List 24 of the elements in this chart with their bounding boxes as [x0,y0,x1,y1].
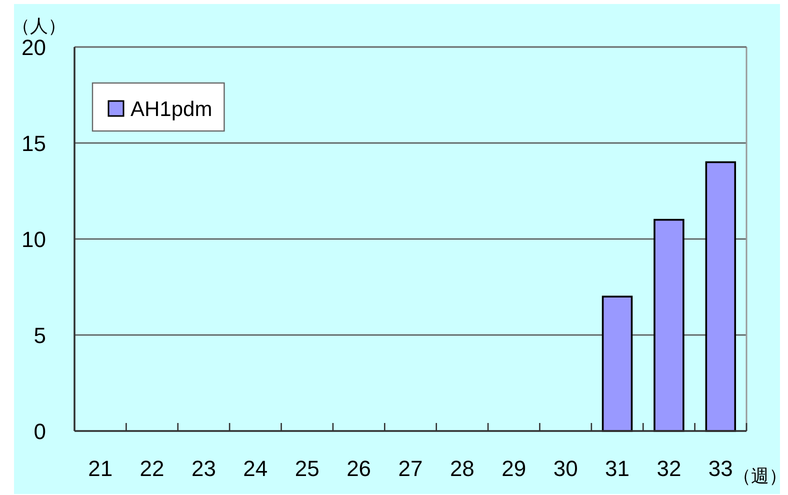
x-tick-label: 29 [502,456,526,481]
y-tick-label: 15 [22,131,46,156]
x-tick-label: 28 [450,456,474,481]
y-tick-label: 10 [22,227,46,252]
y-tick-label: 5 [34,323,46,348]
x-tick-label: 24 [243,456,268,481]
x-tick-label: 22 [140,456,164,481]
legend-label: AH1pdm [130,98,212,121]
x-tick-label: 33 [708,456,733,481]
x-tick-label: 30 [553,456,578,481]
x-tick-label: 27 [398,456,423,481]
bar [602,296,633,432]
x-tick-label: 25 [294,456,320,481]
y-tick-label: 20 [22,35,46,60]
x-tick-label: 31 [605,456,630,481]
y-axis-title: （人） [12,16,66,36]
x-tick-label: 23 [191,456,216,481]
x-tick-label: 21 [88,456,113,481]
y-tick-label: 0 [34,419,46,444]
bar [705,161,736,432]
bar [654,218,684,432]
x-tick-label: 32 [656,456,682,481]
x-tick-label: 26 [346,456,372,481]
x-axis-title: （週） [733,466,787,486]
